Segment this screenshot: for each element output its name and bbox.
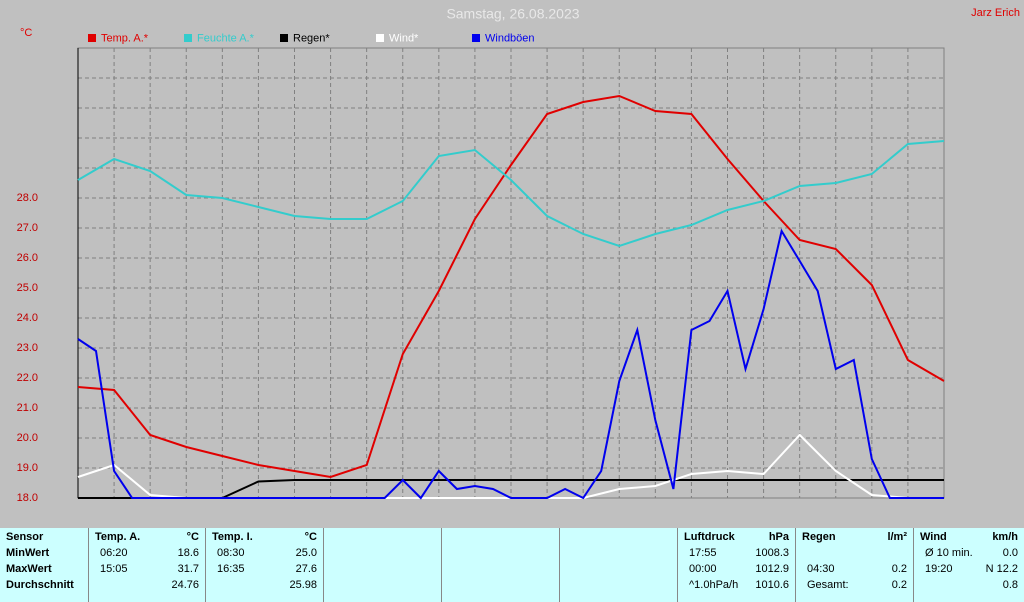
time: 04:30 (807, 563, 835, 575)
column-header: Luftdruck (684, 531, 735, 543)
legend-label: Windböen (485, 32, 535, 44)
column-header: Temp. A. (95, 531, 141, 543)
table-column: Luftdruck hPa 17:55 1008.3 00:00 1012.9 ^1.0hP… (677, 528, 796, 602)
value: 0.2 (891, 579, 907, 591)
time: 17:55 (689, 547, 717, 559)
chart-title: Samstag, 26.08.2023 (446, 6, 579, 22)
y-tick-label: 23.0 (17, 342, 38, 354)
value: 31.7 (177, 563, 199, 575)
value: 18.6 (177, 547, 199, 559)
series-line (77, 140, 945, 248)
time: Gesamt: (807, 579, 849, 591)
value: 24.76 (171, 579, 199, 591)
row-label: MaxWert (6, 563, 52, 575)
value: N 12.2 (985, 563, 1018, 575)
y-tick-label: 22.0 (17, 372, 38, 384)
table-column: Temp. A. °C 06:20 18.6 15:05 31.7 24.76 (88, 528, 206, 602)
time: Ø 10 min. (925, 547, 973, 559)
legend-label: Wind* (389, 32, 419, 44)
column-unit: °C (304, 531, 317, 543)
column-header: Wind (920, 531, 947, 543)
legend-label: Feuchte A.* (197, 32, 255, 44)
legend-swatch (376, 34, 384, 42)
y-tick-label: 27.0 (17, 222, 38, 234)
chart: Samstag, 26.08.2023 Jarz Erich °C 18.0 19… (17, 6, 1020, 504)
column-unit: km/h (992, 531, 1018, 543)
row-label: Sensor (6, 531, 44, 543)
y-tick-label: 26.0 (17, 252, 38, 264)
time: 00:00 (689, 563, 717, 575)
legend-swatch (184, 34, 192, 42)
y-tick-label: 18.0 (17, 492, 38, 504)
series-line (77, 228, 944, 500)
legend-label: Temp. A.* (101, 32, 149, 44)
series-line (77, 94, 945, 479)
series-line (77, 433, 944, 499)
time: 06:20 (100, 547, 128, 559)
legend-swatch (280, 34, 288, 42)
value: 1008.3 (755, 547, 789, 559)
value: 1012.9 (755, 563, 789, 575)
y-tick-label: 24.0 (17, 312, 38, 324)
time: ^1.0hPa/h (689, 579, 739, 591)
table-column: Regen l/m² 04:30 0.2 Gesamt: 0.2 (795, 528, 914, 602)
row-label: Durchschnitt (6, 579, 74, 591)
time: 19:20 (925, 563, 953, 575)
table-column (441, 528, 560, 602)
y-tick-label: 25.0 (17, 282, 38, 294)
y-tick-label: 20.0 (17, 432, 38, 444)
column-header: Regen (802, 531, 836, 543)
time: 16:35 (217, 563, 245, 575)
column-header: Temp. I. (212, 531, 253, 543)
value: 1010.6 (755, 579, 789, 591)
column-unit: l/m² (887, 531, 907, 543)
value: 0.8 (1002, 579, 1018, 591)
table-column: Temp. I. °C 08:30 25.0 16:35 27.6 25.98 (205, 528, 324, 602)
column-unit: hPa (768, 531, 789, 543)
author: Jarz Erich (971, 7, 1020, 19)
legend-swatch (88, 34, 96, 42)
y-tick-label: 19.0 (17, 462, 38, 474)
legend-label: Regen* (293, 32, 330, 44)
y-tick-label: 21.0 (17, 402, 38, 414)
column-unit: °C (186, 531, 199, 543)
y-axis-label: °C (20, 27, 32, 39)
time: 08:30 (217, 547, 245, 559)
value: 25.98 (289, 579, 317, 591)
legend-swatch (472, 34, 480, 42)
value: 0.2 (891, 563, 907, 575)
table-column (323, 528, 442, 602)
table-column (559, 528, 678, 602)
y-tick-label: 28.0 (17, 192, 38, 204)
value: 0.0 (1002, 547, 1018, 559)
table-column: Wind km/h Ø 10 min. 0.0 19:20 N 12.2 0.8 (913, 528, 1024, 602)
value: 25.0 (295, 547, 317, 559)
sensor-column: Sensor MinWert MaxWert Durchschnitt (0, 528, 89, 602)
summary-table: Sensor MinWert MaxWert Durchschnitt Temp. A.… (0, 528, 1024, 602)
row-label: MinWert (6, 547, 50, 559)
time: 15:05 (100, 563, 128, 575)
value: 27.6 (295, 563, 317, 575)
